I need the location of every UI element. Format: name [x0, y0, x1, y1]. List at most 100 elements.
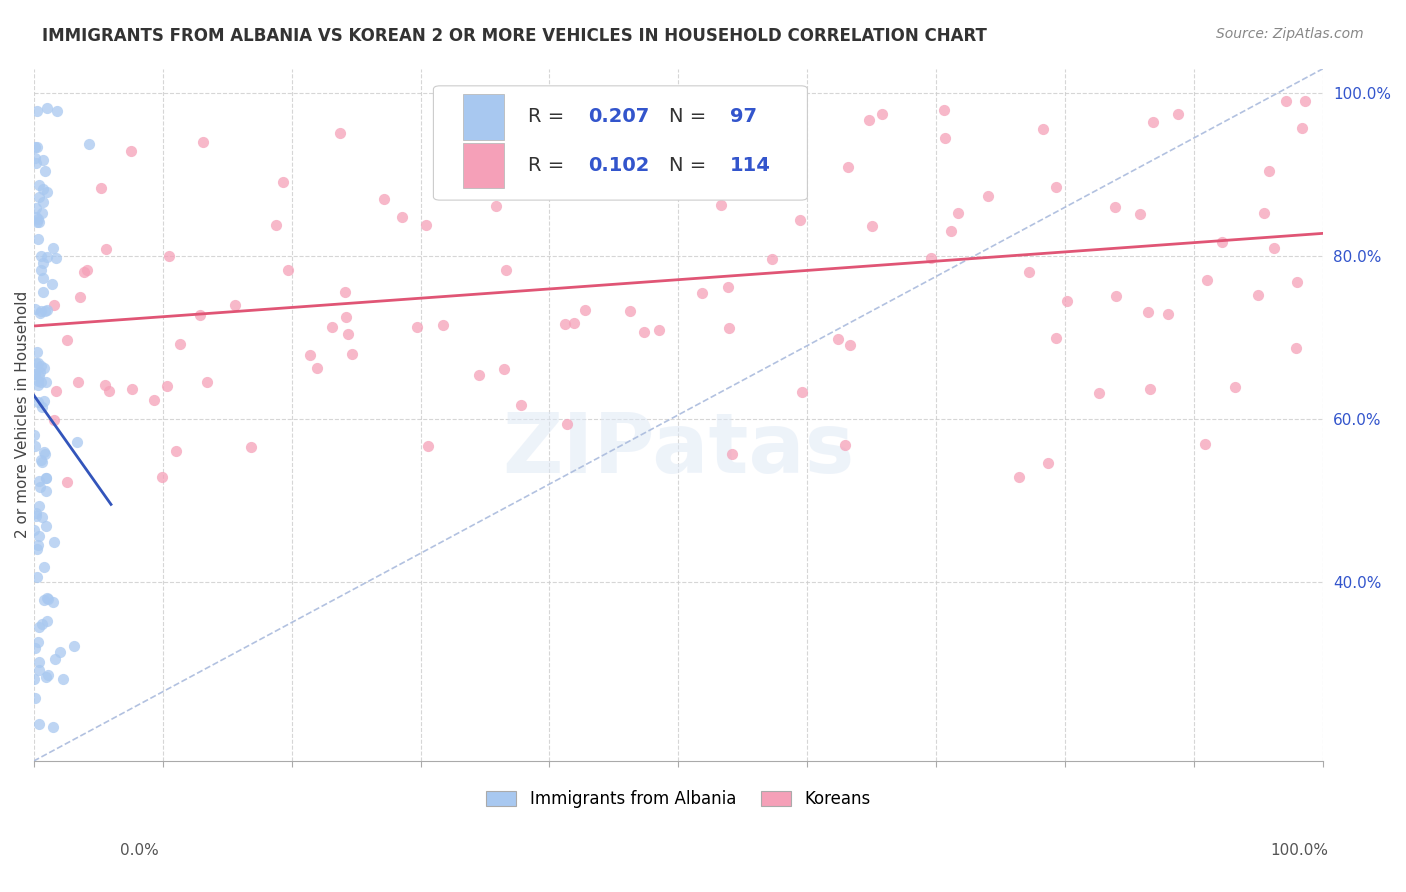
Point	[1105, 289, 1128, 303]
Point	[932, 103, 955, 117]
Point	[633, 325, 655, 339]
Point	[22, 523, 45, 537]
Point	[415, 219, 437, 233]
Point	[37, 614, 59, 628]
Point	[1008, 470, 1031, 484]
Point	[28, 663, 51, 677]
Point	[277, 262, 299, 277]
Point	[24, 302, 46, 317]
Point	[56, 475, 79, 489]
Point	[76, 263, 98, 277]
Point	[24, 691, 46, 706]
Point	[710, 198, 733, 212]
Point	[335, 285, 357, 300]
Point	[35, 471, 58, 485]
Point	[391, 210, 413, 224]
Point	[44, 535, 66, 549]
Point	[28, 178, 51, 193]
Point	[1223, 380, 1246, 394]
Point	[485, 199, 508, 213]
Point	[42, 413, 65, 427]
Point	[340, 347, 363, 361]
Point	[669, 166, 692, 180]
Point	[28, 480, 51, 494]
Point	[30, 262, 52, 277]
Text: 0.207: 0.207	[588, 108, 650, 127]
Point	[72, 265, 94, 279]
Point	[834, 438, 856, 452]
Point	[1088, 385, 1111, 400]
Point	[35, 250, 58, 264]
Point	[1197, 273, 1219, 287]
Point	[150, 470, 173, 484]
Point	[30, 375, 52, 389]
Point	[648, 323, 671, 337]
Point	[24, 508, 46, 523]
Point	[25, 139, 48, 153]
Point	[578, 128, 600, 142]
Text: 100.0%: 100.0%	[1271, 843, 1329, 858]
Point	[27, 541, 49, 556]
Point	[25, 506, 48, 520]
Text: R =: R =	[527, 108, 569, 127]
Point	[35, 591, 58, 606]
Point	[120, 144, 142, 158]
Point	[32, 153, 55, 168]
Point	[789, 212, 811, 227]
Point	[1194, 437, 1216, 451]
Point	[165, 444, 187, 458]
Point	[562, 316, 585, 330]
Point	[34, 164, 56, 178]
Point	[35, 303, 58, 318]
Point	[45, 384, 67, 399]
Point	[920, 251, 942, 265]
Point	[28, 620, 51, 634]
Point	[45, 104, 67, 119]
Point	[934, 131, 956, 145]
Point	[1157, 307, 1180, 321]
Point	[509, 174, 531, 188]
Point	[32, 394, 55, 409]
Point	[27, 214, 49, 228]
Point	[27, 231, 49, 245]
Point	[27, 212, 49, 227]
Point	[191, 136, 214, 150]
Point	[761, 252, 783, 267]
Point	[35, 186, 58, 200]
Point	[32, 593, 55, 607]
FancyBboxPatch shape	[463, 95, 505, 139]
Point	[1291, 121, 1313, 136]
Point	[30, 306, 52, 320]
Point	[336, 327, 359, 342]
Text: 114: 114	[730, 156, 770, 175]
Point	[49, 645, 72, 659]
Point	[157, 249, 180, 263]
Point	[827, 332, 849, 346]
Point	[839, 338, 862, 352]
Point	[97, 384, 120, 399]
Y-axis label: 2 or more Vehicles in Household: 2 or more Vehicles in Household	[15, 291, 30, 539]
Point	[28, 190, 51, 204]
Point	[32, 182, 55, 196]
Point	[28, 529, 51, 543]
Text: N =: N =	[669, 108, 713, 127]
Point	[31, 206, 53, 220]
Point	[25, 356, 48, 370]
Point	[31, 510, 53, 524]
Point	[1056, 293, 1078, 308]
Point	[121, 382, 143, 396]
Point	[52, 672, 75, 686]
Point	[24, 368, 46, 382]
Point	[671, 124, 693, 138]
Point	[240, 440, 263, 454]
Point	[621, 117, 644, 131]
Point	[224, 298, 246, 312]
Point	[418, 439, 440, 453]
Point	[837, 160, 859, 174]
Point	[555, 417, 578, 431]
Point	[25, 155, 48, 169]
Point	[498, 165, 520, 179]
Point	[27, 375, 49, 389]
Point	[1258, 164, 1281, 178]
Point	[37, 592, 59, 607]
